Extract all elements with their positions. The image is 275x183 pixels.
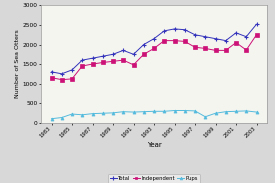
Independent bbox=[142, 53, 145, 55]
Total bbox=[122, 49, 125, 51]
Total bbox=[101, 55, 104, 57]
Legend: Total, Independent, Pups: Total, Independent, Pups bbox=[108, 174, 200, 183]
Independent bbox=[50, 77, 53, 79]
Independent bbox=[60, 79, 64, 81]
Total bbox=[234, 32, 238, 34]
Total bbox=[81, 59, 84, 61]
Independent bbox=[183, 40, 186, 42]
Total bbox=[60, 73, 64, 75]
Pups bbox=[132, 111, 135, 113]
Total bbox=[224, 40, 227, 42]
Line: Total: Total bbox=[50, 22, 258, 76]
Total bbox=[204, 36, 207, 38]
Total bbox=[70, 69, 74, 71]
Independent bbox=[122, 59, 125, 61]
Total bbox=[193, 34, 197, 36]
Pups bbox=[214, 112, 217, 114]
Pups bbox=[91, 113, 94, 115]
Pups bbox=[152, 110, 156, 112]
Pups bbox=[122, 111, 125, 113]
Total bbox=[214, 38, 217, 40]
Independent bbox=[81, 65, 84, 67]
Total bbox=[50, 71, 53, 73]
Pups bbox=[101, 112, 104, 114]
Independent bbox=[173, 40, 176, 42]
Pups bbox=[50, 118, 53, 120]
Total bbox=[163, 30, 166, 32]
Pups bbox=[163, 110, 166, 112]
Line: Pups: Pups bbox=[50, 109, 258, 120]
Pups bbox=[142, 111, 145, 113]
Total bbox=[142, 43, 145, 46]
Pups bbox=[111, 112, 115, 114]
Pups bbox=[183, 109, 186, 112]
Total bbox=[244, 36, 248, 38]
Pups bbox=[81, 114, 84, 116]
Line: Independent: Independent bbox=[50, 33, 258, 81]
Independent bbox=[234, 42, 238, 44]
Independent bbox=[193, 46, 197, 48]
Y-axis label: Number of Sea Otters: Number of Sea Otters bbox=[15, 30, 20, 98]
Independent bbox=[244, 49, 248, 51]
Total bbox=[152, 38, 156, 40]
Total bbox=[173, 28, 176, 30]
Pups bbox=[234, 110, 238, 112]
Independent bbox=[101, 61, 104, 64]
Independent bbox=[255, 34, 258, 36]
Pups bbox=[244, 110, 248, 112]
Pups bbox=[70, 113, 74, 115]
Pups bbox=[224, 111, 227, 113]
Pups bbox=[60, 116, 64, 119]
Total bbox=[132, 53, 135, 55]
Pups bbox=[204, 116, 207, 118]
Total bbox=[183, 29, 186, 31]
Pups bbox=[193, 110, 197, 112]
Total bbox=[111, 53, 115, 55]
Independent bbox=[163, 40, 166, 42]
Total bbox=[91, 57, 94, 59]
Independent bbox=[214, 49, 217, 51]
Pups bbox=[255, 111, 258, 113]
Independent bbox=[152, 47, 156, 50]
Independent bbox=[204, 47, 207, 50]
Total bbox=[255, 23, 258, 25]
Pups bbox=[173, 109, 176, 112]
Independent bbox=[111, 60, 115, 62]
Independent bbox=[224, 49, 227, 51]
X-axis label: Year: Year bbox=[147, 142, 161, 148]
Independent bbox=[70, 78, 74, 80]
Independent bbox=[91, 63, 94, 65]
Independent bbox=[132, 64, 135, 66]
